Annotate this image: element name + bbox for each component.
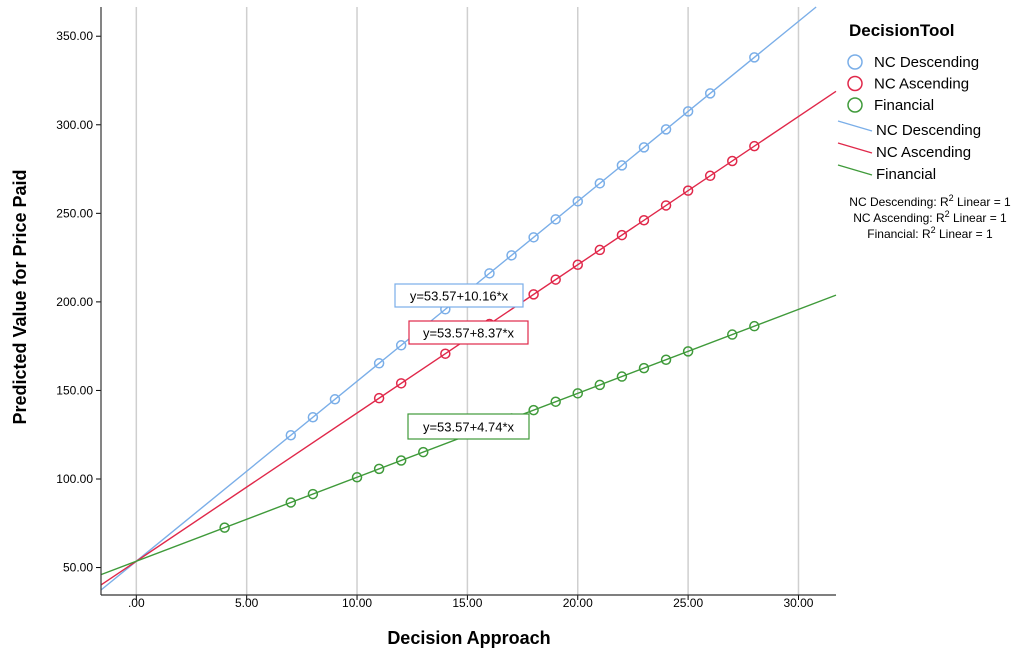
data-point <box>616 229 628 241</box>
x-tick-label: 20.00 <box>563 596 593 610</box>
x-tick-label: .00 <box>128 596 145 610</box>
y-tick-label: 100.00 <box>56 472 93 486</box>
x-tick-label: 15.00 <box>452 596 482 610</box>
data-point <box>484 268 495 279</box>
legend-items: NC Descending NC Ascending Financial NC Des… <box>837 54 981 183</box>
legend-marker <box>847 97 863 113</box>
data-point <box>307 412 319 423</box>
data-point <box>307 488 319 500</box>
equation-box <box>407 413 530 440</box>
y-tick-labels: 50.00 100.00 150.00 200.00 250.00 300.00 350.0… <box>56 29 93 574</box>
legend-marker <box>847 54 863 70</box>
equation-box <box>408 320 529 345</box>
data-point <box>638 215 650 226</box>
data-point <box>727 329 738 340</box>
equation-text: y=53.57+10.16*x <box>410 289 509 304</box>
x-tick-label: 25.00 <box>673 596 703 610</box>
data-point <box>638 142 650 153</box>
data-point <box>373 358 385 369</box>
data-point <box>682 106 694 117</box>
y-tick-label: 300.00 <box>56 118 93 132</box>
legend-label: NC Descending <box>874 54 979 71</box>
x-tick-labels: .00 5.00 10.00 15.00 20.00 25.00 30.00 <box>128 596 814 610</box>
axes <box>96 7 836 600</box>
legend: DecisionTool NC Descending NC Ascending Fi… <box>837 21 1011 241</box>
data-point <box>594 178 606 189</box>
data-point <box>594 244 606 256</box>
data-point <box>749 140 760 152</box>
grid <box>135 7 800 595</box>
legend-label: NC Descending <box>876 122 981 139</box>
data-point <box>594 379 606 391</box>
equation-text: y=53.57+4.74*x <box>423 420 515 435</box>
data-point <box>572 259 584 270</box>
data-point <box>528 232 539 243</box>
data-point <box>660 354 672 365</box>
data-point <box>660 200 672 211</box>
x-tick-label: 10.00 <box>342 596 372 610</box>
data-point <box>572 388 584 399</box>
equation-box <box>394 283 524 308</box>
r2-note: Financial: R2 Linear = 1 <box>867 225 993 241</box>
data-point <box>528 404 539 416</box>
data-point <box>395 340 407 351</box>
y-tick-label: 150.00 <box>56 383 93 397</box>
data-point <box>395 455 407 466</box>
data-point <box>506 250 517 261</box>
data-point <box>418 446 429 458</box>
y-tick-label: 50.00 <box>63 561 93 575</box>
equation-labels: y=53.57+10.16*x y=53.57+8.37*x y=53.57+4.7… <box>394 283 530 440</box>
data-point <box>749 52 760 63</box>
y-tick-label: 200.00 <box>56 295 93 309</box>
data-point <box>285 497 297 508</box>
data-point <box>704 88 716 99</box>
data-point <box>219 522 230 533</box>
x-axis-title: Decision Approach <box>387 628 550 648</box>
legend-label: NC Ascending <box>876 144 971 161</box>
legend-label: Financial <box>874 97 934 114</box>
data-point <box>682 185 694 196</box>
equation-text: y=53.57+8.37*x <box>423 326 515 341</box>
data-point <box>395 378 407 389</box>
data-point <box>616 371 628 382</box>
data-point <box>528 289 539 300</box>
r2-notes: NC Descending: R2 Linear = 1NC Ascending… <box>849 193 1011 241</box>
legend-line <box>837 120 873 132</box>
r2-note: NC Descending: R2 Linear = 1 <box>849 193 1011 209</box>
legend-label: NC Ascending <box>874 76 969 93</box>
data-point <box>329 394 341 405</box>
y-tick-label: 250.00 <box>56 206 93 220</box>
data-point <box>550 214 561 225</box>
y-axis-title: Predicted Value for Price Paid <box>10 169 30 424</box>
data-point <box>704 170 716 182</box>
data-point <box>660 124 672 135</box>
data-point <box>727 155 738 167</box>
data-point <box>285 430 297 441</box>
data-point <box>638 362 650 374</box>
data-point <box>351 472 363 483</box>
legend-line <box>837 164 873 176</box>
x-tick-label: 30.00 <box>783 596 813 610</box>
data-point <box>373 463 385 475</box>
data-point <box>373 392 385 404</box>
r2-note: NC Ascending: R2 Linear = 1 <box>853 209 1007 225</box>
data-point <box>550 396 561 407</box>
data-point <box>682 346 694 357</box>
legend-line <box>837 142 873 154</box>
data-point <box>616 160 628 171</box>
legend-title: DecisionTool <box>849 21 954 40</box>
legend-label: Financial <box>876 166 936 183</box>
y-tick-label: 350.00 <box>56 29 93 43</box>
data-point <box>572 196 584 207</box>
data-point <box>440 348 451 359</box>
legend-marker <box>847 75 863 92</box>
data-point <box>550 274 561 285</box>
x-tick-label: 5.00 <box>235 596 259 610</box>
data-point <box>749 320 760 332</box>
